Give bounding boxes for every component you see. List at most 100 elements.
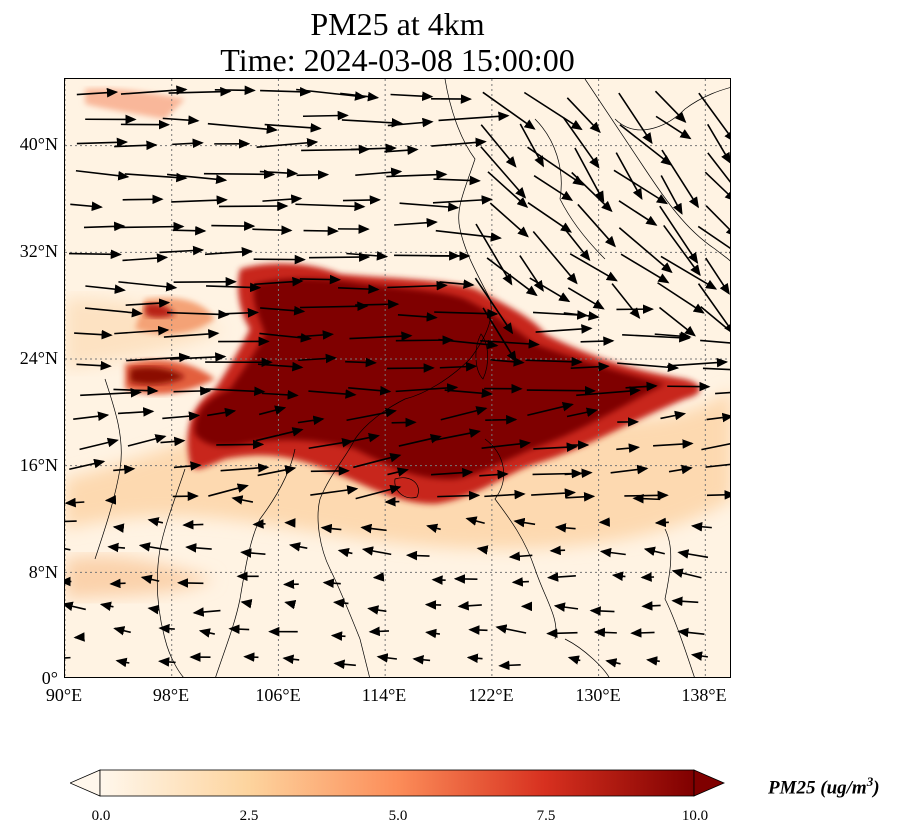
wind-arrow <box>310 485 359 496</box>
wind-arrow <box>163 329 220 339</box>
wind-arrow <box>533 442 578 452</box>
wind-arrow <box>168 86 232 97</box>
wind-arrow <box>405 550 430 561</box>
wind-arrow <box>206 282 262 293</box>
wind-arrow <box>479 469 509 480</box>
wind-arrow <box>387 280 448 291</box>
wind-arrow <box>65 601 86 611</box>
wind-arrow <box>75 169 130 181</box>
wind-arrow <box>532 230 578 285</box>
wind-arrow <box>368 626 390 637</box>
wind-arrow <box>480 339 540 349</box>
wind-arrow <box>296 88 367 101</box>
wind-arrow <box>468 625 488 635</box>
wind-arrow <box>256 138 319 148</box>
wind-arrow <box>444 388 493 398</box>
wind-arrow <box>519 255 544 292</box>
wind-arrow <box>83 221 126 232</box>
wind-arrow <box>677 627 705 638</box>
wind-arrow <box>475 223 513 286</box>
wind-arrow <box>162 115 200 125</box>
wind-arrow <box>112 523 125 533</box>
colorbar-extend-min <box>70 769 101 797</box>
wind-arrow <box>661 149 699 209</box>
wind-arrow <box>260 305 306 316</box>
wind-arrow <box>706 490 730 500</box>
wind-arrow <box>288 542 308 552</box>
wind-arrow <box>481 439 531 449</box>
wind-arrow <box>702 367 730 371</box>
wind-arrow <box>654 517 669 528</box>
wind-arrow <box>198 628 215 638</box>
wind-arrow <box>569 253 618 282</box>
wind-arrow <box>214 85 256 96</box>
wind-arrow <box>611 283 641 319</box>
wind-arrow <box>643 546 665 556</box>
wind-arrow <box>566 407 598 418</box>
map-panel <box>64 78 731 678</box>
wind-arrow <box>440 406 488 421</box>
wind-arrow <box>646 656 660 666</box>
wind-arrow <box>489 202 529 238</box>
wind-arrow <box>632 493 661 504</box>
colorbar-extend-max <box>693 769 726 797</box>
wind-arrow <box>166 173 228 185</box>
lat-tick-label: 16°N <box>19 455 58 475</box>
wind-arrow <box>511 577 529 587</box>
wind-arrow <box>65 497 85 508</box>
wind-arrow <box>618 200 658 226</box>
wind-arrow <box>126 352 191 363</box>
wind-arrow <box>705 257 730 295</box>
wind-arrow <box>122 253 169 263</box>
wind-arrow <box>619 124 673 166</box>
wind-arrow <box>355 167 403 178</box>
wind-arrow <box>258 405 287 416</box>
wind-arrow <box>114 325 170 336</box>
wind-arrow <box>320 523 342 534</box>
wind-arrow <box>170 352 227 362</box>
wind-arrow <box>355 484 402 500</box>
wind-arrow <box>65 520 77 523</box>
wind-arrow <box>485 414 518 425</box>
wind-arrow <box>261 390 299 400</box>
wind-arrow <box>660 255 718 290</box>
wind-arrow <box>182 519 204 530</box>
wind-arrow <box>203 169 276 180</box>
wind-arrow <box>431 467 474 478</box>
wind-arrow <box>654 90 687 123</box>
wind-arrow <box>671 596 699 607</box>
wind-arrow <box>99 601 114 612</box>
wind-arrow <box>302 110 349 121</box>
wind-arrow <box>480 146 527 199</box>
wind-arrow <box>76 87 119 98</box>
wind-arrow <box>549 545 566 556</box>
wind-arrow <box>616 443 641 453</box>
wind-arrow <box>706 412 730 423</box>
wind-arrow <box>73 411 110 421</box>
wind-arrow <box>593 627 617 638</box>
wind-arrow <box>211 221 256 231</box>
wind-arrow <box>76 137 129 148</box>
wind-arrow <box>553 602 579 612</box>
wind-arrow <box>431 137 487 148</box>
wind-arrow <box>690 651 708 661</box>
wind-arrow <box>65 547 71 551</box>
wind-arrow <box>322 578 341 589</box>
wind-arrow <box>431 575 446 585</box>
wind-arrow <box>605 658 621 668</box>
wind-arrow <box>438 338 499 350</box>
wind-arrow <box>125 298 171 308</box>
colorbar-tick: 10.0 <box>681 808 709 824</box>
wind-arrow <box>426 523 441 533</box>
colorbar-tick: 2.5 <box>239 808 259 824</box>
wind-arrow <box>439 279 475 289</box>
wind-arrow <box>615 152 643 200</box>
wind-arrow <box>390 91 434 101</box>
wind-arrow <box>173 386 212 396</box>
wind-arrow <box>395 383 459 393</box>
wind-arrow <box>577 203 616 248</box>
wind-arrow <box>570 361 610 372</box>
wind-arrow <box>567 287 605 310</box>
wind-arrow <box>565 492 596 502</box>
wind-arrow <box>240 599 253 609</box>
